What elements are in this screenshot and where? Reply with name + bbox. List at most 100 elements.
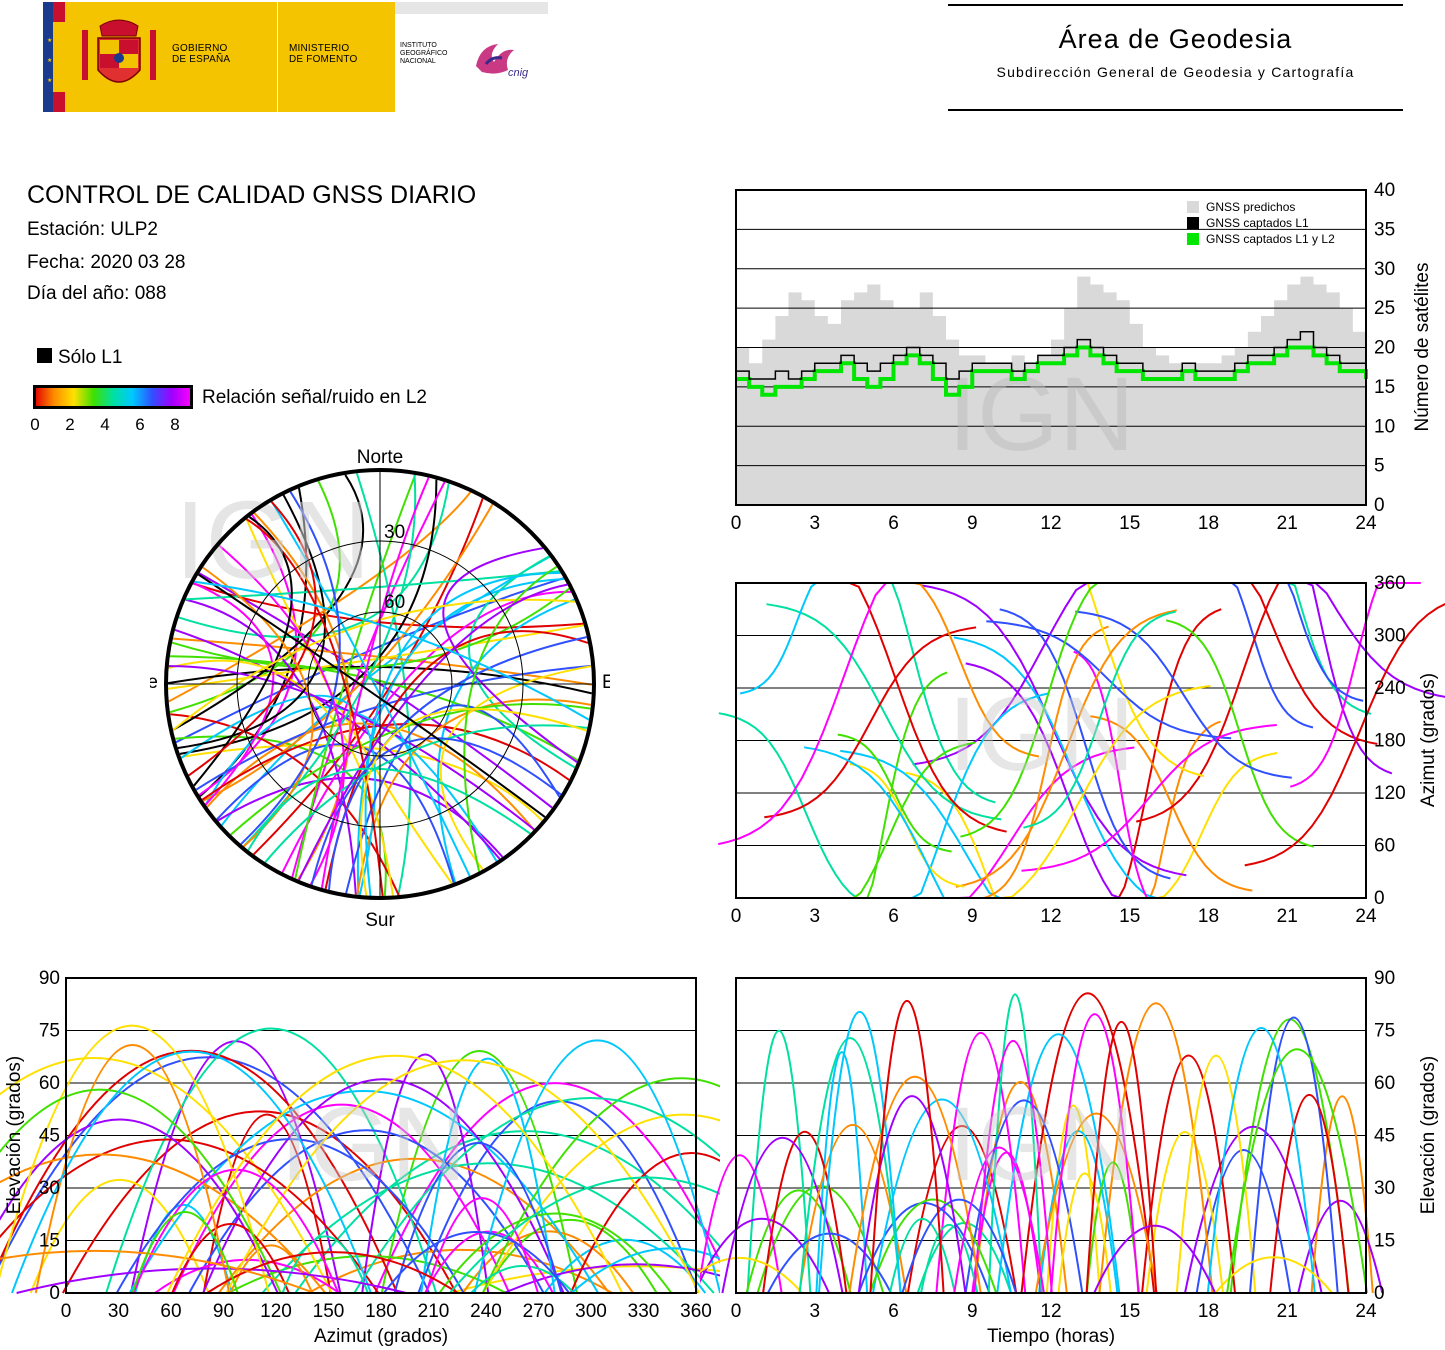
azimuth-track	[1075, 610, 1292, 779]
gov-line-1: GOBIERNO	[172, 43, 228, 54]
elevation-azimuth-track	[503, 1263, 720, 1294]
watermark: IGN	[948, 676, 1135, 793]
station-label: Estación: ULP2	[27, 219, 158, 240]
l1-l2-series-line	[736, 345, 1368, 397]
elevation-time-track	[762, 1130, 848, 1294]
banner-divider	[277, 2, 278, 112]
scale-tick: 2	[65, 415, 75, 434]
area-top-rule	[948, 4, 1403, 6]
grid-lines	[66, 1030, 696, 1241]
x-tick-label: 300	[575, 1301, 607, 1322]
azimuth-track	[1023, 610, 1176, 829]
sky-track	[179, 479, 438, 755]
coat-of-arms-icon	[78, 12, 160, 101]
y-tick-label: 90	[39, 968, 60, 989]
elevation-azimuth-track	[0, 1057, 333, 1294]
elevation-time-track	[869, 1000, 945, 1294]
x-tick-label: 120	[260, 1301, 292, 1322]
sky-track	[197, 573, 546, 818]
grid-lines	[736, 228, 1366, 467]
azimuth-track	[1135, 582, 1350, 823]
azimuth-track	[1244, 602, 1445, 867]
x-tick-label: 21	[1277, 906, 1298, 927]
x-tick-label: 270	[523, 1301, 555, 1322]
elevation-time-track	[1269, 1093, 1350, 1294]
sky-track	[310, 737, 562, 885]
elevation-azimuth-track	[131, 1211, 239, 1294]
legend-swatch	[1187, 233, 1199, 245]
azimuth-track	[766, 603, 1002, 821]
plot-frame	[735, 977, 1367, 1294]
doy-label: Día del año: 088	[27, 283, 167, 304]
elevation-azimuth-chart: IGN 0 30 60 90 120 150 180 210 240 270 300 330 360 0…	[0, 968, 720, 1347]
sky-track	[442, 547, 578, 764]
x-tick-label: 330	[628, 1301, 660, 1322]
sky-track	[198, 572, 553, 809]
azimuth-track	[999, 608, 1171, 880]
elevation-azimuth-track	[0, 1056, 431, 1294]
elevation-azimuth-track	[16, 1267, 407, 1294]
x-tick-label: 180	[365, 1301, 397, 1322]
x-tick-label: 210	[418, 1301, 450, 1322]
elevation-azimuth-track	[425, 1197, 539, 1294]
sky-track	[202, 503, 494, 802]
x-tick-label: 0	[731, 513, 742, 534]
y-tick-labels: 0 60 120 180 240 300 360	[1374, 573, 1406, 909]
x-tick-label: 12	[1040, 906, 1061, 927]
elevation-time-track	[700, 1257, 803, 1294]
elevation-azimuth-track	[543, 1238, 707, 1294]
y-tick-label: 0	[1374, 888, 1385, 909]
x-tick-label: 12	[1040, 1301, 1061, 1322]
y-tick-label: 240	[1374, 678, 1406, 699]
sky-track	[188, 501, 317, 777]
x-axis-label: Azimut (grados)	[314, 1326, 448, 1347]
watermark: IGN	[948, 356, 1135, 473]
y-tick-label: 90	[1374, 968, 1395, 989]
svg-text:★: ★	[47, 77, 52, 84]
elevation-time-track	[798, 1037, 902, 1294]
sky-track	[320, 477, 430, 889]
elevation-time-track	[1175, 1054, 1257, 1294]
sky-track	[468, 555, 576, 769]
elevation-azimuth-track	[172, 1103, 511, 1294]
sky-track	[270, 501, 471, 877]
y-tick-label: 300	[1374, 626, 1406, 647]
azimuth-track	[764, 626, 977, 819]
elevation-azimuth-track	[11, 1050, 372, 1294]
azimuth-track	[1165, 619, 1315, 848]
min-line-1: MINISTERIO	[289, 43, 350, 54]
y-tick-label: 20	[1374, 338, 1395, 359]
y-tick-label: 10	[1374, 416, 1395, 437]
elevation-time-track	[1057, 1172, 1112, 1294]
elevation-azimuth-track	[261, 1162, 715, 1294]
elevation-time-track	[818, 1010, 902, 1294]
elevation-time-track	[1034, 1112, 1158, 1294]
y-tick-label: 60	[1374, 836, 1395, 857]
elevation-azimuth-track	[281, 1235, 369, 1294]
legend-entry: GNSS captados L1 y L2	[1206, 232, 1335, 246]
predicted-series-area	[736, 276, 1366, 505]
x-tick-label: 24	[1355, 1301, 1377, 1322]
elevation-time-track	[700, 1154, 783, 1294]
x-tick-label: 3	[809, 513, 820, 534]
y-tick-labels: 0 5 10 15 20 25 30 35 40	[1374, 180, 1395, 516]
watermark: IGN	[948, 1086, 1135, 1203]
y-tick-labels: 0 15 30 45 60 75 90	[1374, 968, 1395, 1304]
y-tick-label: 45	[1374, 1126, 1395, 1147]
sky-track	[245, 518, 453, 884]
y-tick-label: 0	[1374, 495, 1385, 516]
scale-tick: 8	[170, 415, 180, 434]
ign-logo-area	[395, 14, 548, 112]
y-tick-label: 25	[1374, 298, 1395, 319]
y-axis-label: Elevación (grados)	[1418, 1056, 1439, 1214]
sky-track	[201, 723, 570, 801]
x-tick-label: 6	[888, 906, 899, 927]
elevation-azimuth-track	[62, 1110, 458, 1294]
gobierno-label: GOBIERNO DE ESPAÑA	[172, 43, 230, 65]
elevation-azimuth-track	[0, 1024, 270, 1294]
y-tick-label: 30	[1374, 1178, 1395, 1199]
elevation-time-track	[700, 1218, 830, 1294]
report-title: CONTROL DE CALIDAD GNSS DIARIO	[27, 181, 477, 209]
sky-track	[204, 706, 498, 862]
ministerio-label: MINISTERIO DE FOMENTO	[289, 43, 357, 65]
